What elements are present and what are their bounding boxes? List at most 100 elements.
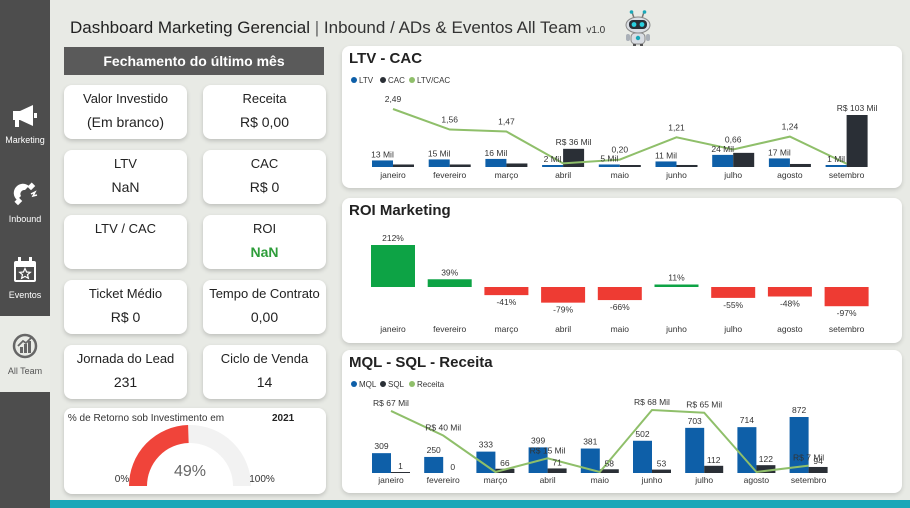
sidebar-item-inbound[interactable]: Inbound — [0, 164, 50, 240]
page-title: Dashboard Marketing Gerencial | Inbound … — [70, 18, 605, 38]
sql-value-label: 53 — [657, 459, 667, 469]
kpi-card-roi: ROI NaN — [203, 215, 326, 269]
kpi-value: NaN — [250, 244, 279, 260]
roi-bar — [767, 287, 812, 297]
x-tick-label: agosto — [744, 475, 770, 485]
gauge-year: 2021 — [272, 413, 295, 424]
x-tick-label: julho — [723, 170, 742, 180]
ltv-bar — [542, 165, 564, 167]
ltv-value-label: 15 Mil — [428, 148, 451, 158]
bottom-accent-strip — [50, 500, 910, 508]
sql-value-label: 1 — [398, 461, 403, 471]
kpi-card-jornada-lead: Jornada do Lead 231 — [64, 345, 187, 399]
sql-bar — [599, 469, 619, 473]
version-label: v1.0 — [586, 25, 606, 36]
kpi-title: Ciclo de Venda — [220, 351, 309, 366]
ratio-value-label: 2,49 — [385, 94, 402, 104]
roi-marketing-chart: 212% 39% -41% -79% -66% 11% -55% -48% -97% janei… — [371, 233, 869, 334]
chart-legend: LTV CAC LTV/CAC — [351, 76, 450, 85]
x-tick-label: abril — [555, 324, 571, 334]
chart-legend: MQL SQL Receita — [351, 380, 445, 389]
x-tick-label: setembro — [791, 475, 827, 485]
ltv-cac-ratio-line — [392, 108, 848, 165]
x-tick-label: julho — [723, 324, 742, 334]
sidebar-item-label: All Team — [7, 366, 43, 376]
ratio-value-label: 1,47 — [498, 117, 515, 127]
x-tick-label: abril — [540, 475, 556, 485]
roi-value-label: -48% — [780, 299, 800, 309]
x-tick-label: março — [495, 170, 519, 180]
kpi-title: Jornada do Lead — [76, 351, 175, 366]
kpi-value: NaN — [111, 179, 140, 195]
roi-bar — [484, 287, 529, 296]
receita-value-label: R$ 40 Mil — [425, 423, 461, 433]
sql-value-label: 58 — [605, 458, 615, 468]
mql-value-label: 333 — [479, 440, 493, 450]
title-main: Dashboard Marketing Gerencial — [70, 18, 311, 37]
kpi-card-tempo-contrato: Tempo de Contrato 0,00 — [203, 280, 326, 334]
mql-value-label: 381 — [583, 437, 597, 447]
cac-bar — [846, 115, 868, 167]
chart-title: LTV - CAC — [349, 50, 423, 67]
kpi-title: Ticket Médio — [88, 286, 163, 301]
mql-bar — [737, 427, 757, 473]
sidebar-item-label: Eventos — [8, 290, 42, 300]
ltv-value-label: 13 Mil — [371, 149, 394, 159]
mql-value-label: 872 — [792, 405, 806, 415]
x-tick-label: janeiro — [377, 475, 404, 485]
sql-value-label: 112 — [707, 455, 721, 465]
x-tick-label: fevereiro — [433, 170, 466, 180]
roi-bar — [597, 287, 642, 301]
kpi-value: 231 — [113, 374, 138, 390]
x-tick-label: agosto — [777, 324, 803, 334]
mql-value-label: 250 — [427, 445, 441, 455]
x-tick-label: setembro — [829, 324, 865, 334]
ratio-value-label: 1,24 — [782, 122, 799, 132]
ltv-bar — [712, 154, 734, 167]
kpi-value: R$ 0 — [110, 309, 141, 325]
roi-value-label: -41% — [496, 297, 516, 307]
roi-bar — [427, 279, 472, 287]
ltv-value-label: 24 Mil — [711, 144, 734, 154]
mql-bar — [789, 417, 809, 473]
roi-bar — [824, 287, 869, 307]
sidebar-item-all-team[interactable]: All Team — [0, 316, 50, 392]
sql-value-label: 94 — [813, 456, 823, 466]
kpi-title: LTV / CAC — [94, 221, 157, 236]
growth-chart-icon — [12, 333, 38, 359]
kpi-card-ltv: LTV NaN — [64, 150, 187, 204]
legend-item: LTV — [359, 76, 374, 85]
legend-swatch — [409, 381, 415, 387]
kpi-card-ciclo-venda: Ciclo de Venda 14 — [203, 345, 326, 399]
sidebar-item-marketing[interactable]: Marketing — [0, 86, 50, 162]
cac-bar — [789, 163, 811, 167]
ltv-bar — [825, 165, 847, 167]
receita-value-label: R$ 15 Mil — [530, 445, 566, 455]
legend-swatch — [351, 77, 357, 83]
x-tick-label: janeiro — [379, 170, 406, 180]
roi-marketing-panel: ROI Marketing 212% 39% -41% -79% -66% 11% -55%… — [342, 198, 902, 343]
sql-bar — [547, 468, 567, 473]
roi-bar — [371, 245, 415, 287]
sidebar-item-eventos[interactable]: Eventos — [0, 240, 50, 316]
kpi-title: Valor Investido — [82, 91, 169, 106]
ratio-value-label: 1,21 — [668, 122, 685, 132]
calendar-star-icon — [14, 257, 36, 282]
x-tick-label: agosto — [777, 170, 803, 180]
gauge-min-label: 0% — [115, 474, 130, 485]
sql-value-label: 0 — [450, 462, 455, 472]
ltv-value-label: 16 Mil — [485, 148, 508, 158]
roi-gauge-card: % de Retorno sob Investimento em 2021 49… — [64, 408, 326, 494]
legend-swatch — [351, 381, 357, 387]
mql-value-label: 399 — [531, 435, 545, 445]
gauge-fill — [129, 425, 190, 487]
legend-item: CAC — [388, 76, 405, 85]
kpi-title: LTV — [114, 156, 137, 171]
title-separator: | — [310, 18, 324, 37]
cac-bar — [506, 163, 528, 167]
legend-item: SQL — [388, 380, 405, 389]
x-tick-label: março — [484, 475, 508, 485]
cac-bar — [449, 164, 471, 167]
magnet-icon — [13, 182, 38, 206]
gauge-label: % de Retorno sob Investimento em — [68, 413, 224, 424]
